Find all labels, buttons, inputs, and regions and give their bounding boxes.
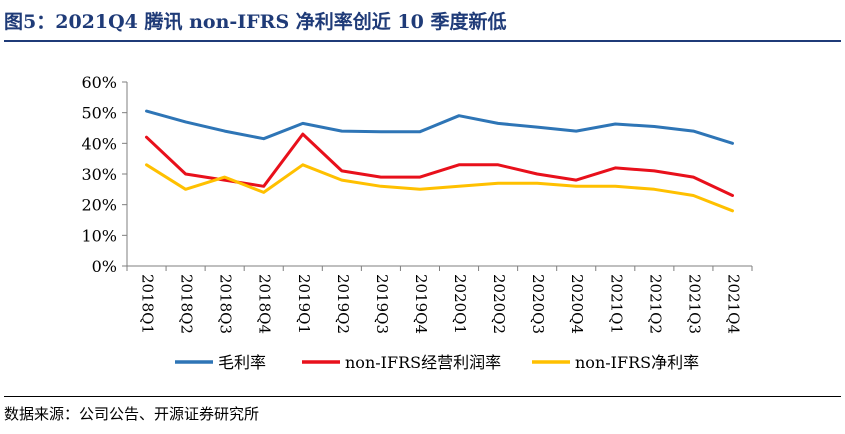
x-tick-label: 2020Q3 — [529, 274, 547, 334]
legend-label: non-IFRS经营利润率 — [345, 353, 501, 372]
y-tick-label: 10% — [81, 226, 117, 245]
x-tick-label: 2020Q1 — [451, 274, 469, 334]
x-tick-label: 2020Q2 — [490, 274, 508, 334]
series-line — [145, 132, 734, 197]
y-tick-label: 20% — [81, 196, 117, 215]
x-tick-label: 2019Q3 — [373, 274, 391, 334]
x-tick-label: 2018Q3 — [217, 274, 235, 334]
source-note: 数据来源：公司公告、开源证券研究所 — [4, 396, 841, 431]
x-tick-label: 2021Q4 — [724, 274, 742, 334]
x-axis: 2018Q1 2018Q2 2018Q3 2018Q4 2019Q1 2019Q2 2019… — [126, 265, 753, 334]
line-chart: 0%10%20%30%40%50%60% 2018Q1 2018Q2 2018Q3 2… — [81, 73, 753, 372]
series-line — [145, 163, 734, 213]
legend: 毛利率 non-IFRS经营利润率 non-IFRS净利率 — [175, 353, 699, 372]
y-axis: 0% 10% 20% 30% 40% 50% 60% — [81, 73, 128, 276]
legend-label: non-IFRS净利率 — [575, 353, 699, 372]
x-tick-label: 2019Q1 — [295, 274, 313, 334]
series-lines — [145, 109, 734, 213]
series-line — [145, 109, 734, 145]
figure-title: 图5：2021Q4 腾讯 non-IFRS 净利率创近 10 季度新低 — [4, 4, 841, 42]
x-tick-label: 2018Q2 — [178, 274, 196, 334]
x-tick-label: 2020Q4 — [568, 274, 586, 334]
x-tick-label: 2021Q1 — [607, 274, 625, 334]
y-tick-label: 0% — [92, 257, 117, 276]
y-tick-label: 60% — [81, 73, 117, 92]
x-tick-label: 2021Q3 — [685, 274, 703, 334]
x-tick-label: 2019Q4 — [412, 274, 430, 334]
x-tick-label: 2021Q2 — [646, 274, 664, 334]
x-tick-label: 2018Q4 — [256, 274, 274, 334]
x-tick-label: 2019Q2 — [334, 274, 352, 334]
x-tick-label: 2018Q1 — [139, 274, 157, 334]
y-tick-label: 30% — [81, 165, 117, 184]
y-tick-label: 40% — [81, 134, 117, 153]
y-tick-label: 50% — [81, 104, 117, 123]
legend-label: 毛利率 — [218, 353, 266, 372]
